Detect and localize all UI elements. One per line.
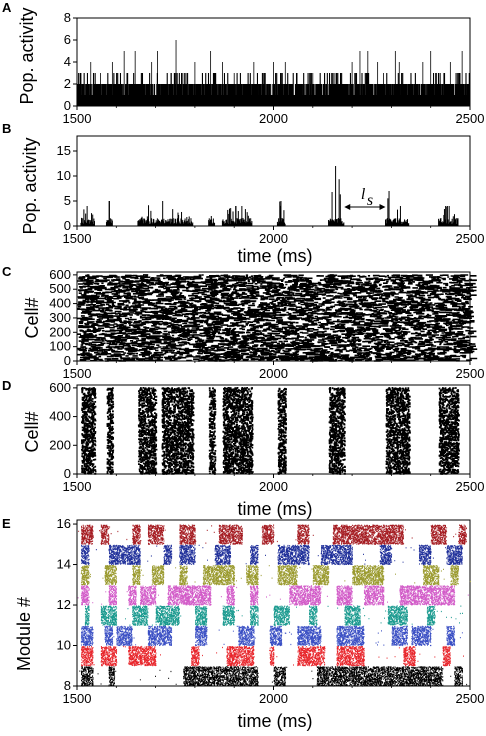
panel-a-plot: 1500 2000 2500 0 2 4 6 8: [63, 10, 485, 126]
panel-a-xtick-label: 2000: [259, 111, 288, 126]
panel-d-plot: 1500 2000 2500 0 200 400 600: [49, 380, 484, 494]
panel-a-ytick-label: 0: [64, 98, 71, 113]
ls-arrow-head-left: [344, 204, 351, 210]
panel-b-xlabel: time (ms): [238, 246, 313, 266]
panel-d: D Cell# time (ms) 1500 2000 2500 0 200 400 600: [2, 378, 484, 519]
module-10-spikes: [80, 625, 463, 647]
panel-a-xtick-label: 1500: [63, 111, 92, 126]
panel-b-xtick-label: 1500: [63, 231, 92, 246]
panel-e-ytick-label: 14: [57, 557, 71, 572]
panel-a-ylabel: Pop. activity: [17, 7, 37, 104]
panel-e-xtick-label: 2500: [456, 691, 485, 706]
panel-e-ylabel: Module #: [14, 597, 34, 671]
ls-label: l: [361, 186, 366, 203]
panel-b-frame: [76, 135, 471, 227]
panel-b-xtick-label: 2000: [259, 231, 288, 246]
panel-d-xtick-label: 2000: [259, 479, 288, 494]
panel-d-xtick-label: 2500: [456, 479, 485, 494]
panel-e-xlabel: time (ms): [238, 711, 313, 731]
panel-b-ytick-label: 10: [57, 168, 71, 183]
panel-d-spikes: [81, 387, 460, 475]
panel-a-ytick-label: 2: [64, 76, 71, 91]
panel-e-xtick-label: 2000: [259, 691, 288, 706]
module-11-spikes: [84, 605, 463, 626]
panel-c-ytick-label: 0: [64, 353, 71, 368]
panel-letter-e: E: [2, 516, 11, 531]
module-14-spikes: [81, 544, 463, 566]
panel-letter-a: A: [2, 0, 12, 15]
panel-b-plot: 1500 2000 2500 0 5 10 15 l s: [57, 135, 485, 246]
panel-e-plot: 1500 2000 2500 8 10 12 14 16: [57, 516, 485, 706]
panel-b-ytick-label: 5: [64, 193, 71, 208]
panel-c-spikes: [77, 274, 478, 362]
panel-e-ytick-label: 12: [57, 597, 71, 612]
panel-b-ytick-label: 15: [57, 143, 71, 158]
panel-e-ytick-label: 8: [64, 678, 71, 693]
panel-c-ylabel: Cell#: [22, 297, 42, 338]
panel-b-xtick-label: 2500: [456, 231, 485, 246]
panel-a: A Pop. activity 1500 2000 2500 0 2 4 6 8: [2, 0, 484, 126]
panel-a-ytick-label: 6: [64, 32, 71, 47]
panel-a-ytick-label: 8: [64, 10, 71, 25]
panel-c-xtick-label: 2500: [456, 366, 485, 381]
ls-arrow-head-right: [379, 204, 386, 210]
panel-d-xlabel: time (ms): [238, 499, 313, 519]
panel-d-ytick-label: 600: [49, 380, 71, 395]
panel-d-ytick-label: 400: [49, 409, 71, 424]
panel-e-xtick-label: 1500: [63, 691, 92, 706]
panel-d-ylabel: Cell#: [22, 411, 42, 452]
panel-b: B Pop. activity time (ms) 1500 2000 2500 0 5…: [2, 121, 484, 266]
panel-c-ytick-label: 300: [49, 310, 71, 325]
panel-a-ytick-label: 4: [64, 54, 71, 69]
panel-letter-d: D: [2, 378, 11, 393]
panel-a-xtick-label: 2500: [456, 111, 485, 126]
panel-letter-c: C: [2, 264, 12, 279]
panel-c-ytick-label: 200: [49, 324, 71, 339]
module-13-spikes: [80, 565, 471, 586]
panel-c-xtick-label: 1500: [63, 366, 92, 381]
panel-b-ylabel: Pop. activity: [20, 137, 40, 234]
module-9-spikes: [81, 645, 464, 667]
panel-c-ytick-label: 400: [49, 296, 71, 311]
panel-e-ytick-label: 10: [57, 638, 71, 653]
panel-letter-b: B: [2, 121, 11, 136]
panel-e: E Module # time (ms) 1500 2000 2500 8 10 12 14…: [2, 516, 484, 731]
panel-c-ytick-label: 600: [49, 267, 71, 282]
panel-c-ytick-label: 500: [49, 281, 71, 296]
module-12-spikes: [77, 585, 469, 606]
panel-c-xtick-label: 2000: [259, 366, 288, 381]
ls-label-subscript: s: [367, 192, 373, 209]
module-8-spikes: [79, 666, 468, 687]
panel-c-ytick-label: 100: [49, 339, 71, 354]
panel-d-xtick-label: 1500: [63, 479, 92, 494]
panel-d-frame: [76, 384, 471, 475]
panel-e-ytick-label: 16: [57, 516, 71, 531]
panel-d-ytick-label: 200: [49, 437, 71, 452]
panel-d-ytick-label: 0: [64, 466, 71, 481]
panel-b-ytick-label: 0: [64, 218, 71, 233]
module-15-spikes: [78, 524, 467, 545]
